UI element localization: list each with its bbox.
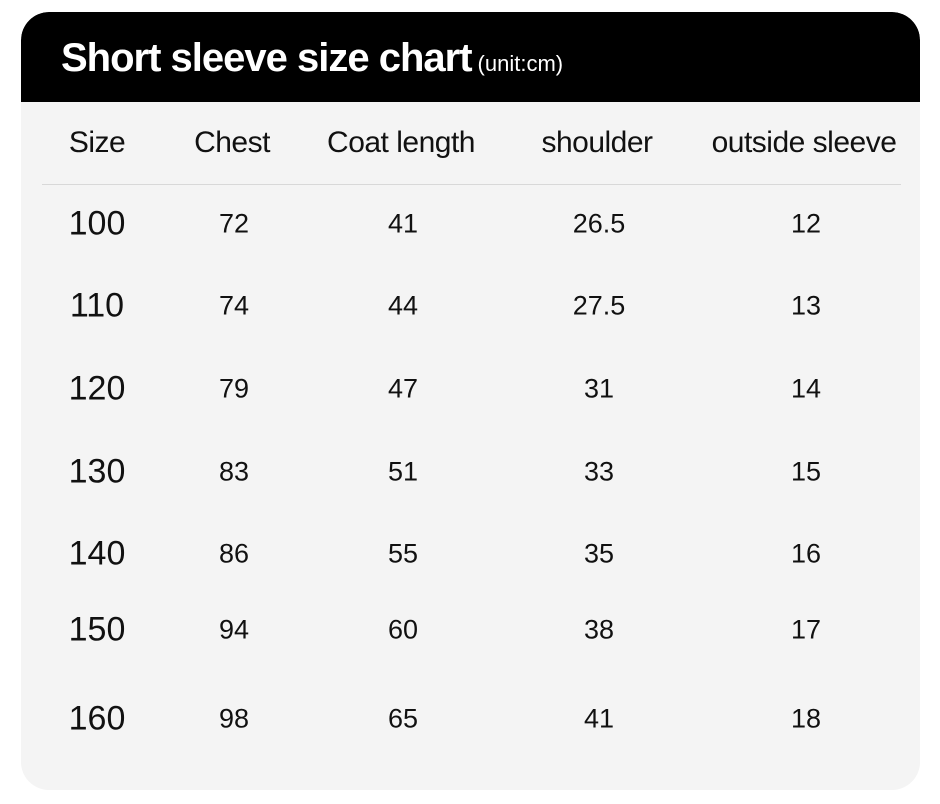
unit-label: (unit:cm) <box>477 51 564 76</box>
value-cell: 86 <box>218 538 250 569</box>
value-cell: 17 <box>790 614 822 645</box>
size-cell: 130 <box>68 452 126 491</box>
chart-header: Short sleeve size chart (unit:cm) <box>21 12 920 102</box>
value-cell: 51 <box>387 456 419 487</box>
value-cell: 60 <box>387 614 419 645</box>
size-chart-card: Short sleeve size chart (unit:cm) Size Che… <box>21 12 920 790</box>
size-cell: 150 <box>68 610 126 649</box>
value-cell: 26.5 <box>572 208 626 239</box>
column-header: shoulder <box>541 126 653 159</box>
title-text: Short sleeve size chart <box>61 36 473 80</box>
value-cell: 27.5 <box>572 290 626 321</box>
size-cell: 100 <box>68 204 126 243</box>
value-cell: 15 <box>790 456 822 487</box>
value-cell: 12 <box>790 208 822 239</box>
size-cell: 120 <box>68 369 126 408</box>
value-cell: 79 <box>218 373 250 404</box>
value-cell: 18 <box>790 703 822 734</box>
size-cell: 140 <box>68 534 126 573</box>
value-cell: 55 <box>387 538 419 569</box>
value-cell: 38 <box>583 614 615 645</box>
value-cell: 94 <box>218 614 250 645</box>
value-cell: 31 <box>583 373 615 404</box>
value-cell: 16 <box>790 538 822 569</box>
value-cell: 83 <box>218 456 250 487</box>
column-header: Chest <box>194 126 270 159</box>
value-cell: 72 <box>218 208 250 239</box>
header-divider <box>42 184 901 185</box>
value-cell: 65 <box>387 703 419 734</box>
value-cell: 98 <box>218 703 250 734</box>
size-cell: 160 <box>68 699 126 738</box>
value-cell: 47 <box>387 373 419 404</box>
column-header: Size <box>68 126 126 159</box>
value-cell: 44 <box>387 290 419 321</box>
chart-title: Short sleeve size chart (unit:cm) <box>61 36 563 81</box>
value-cell: 74 <box>218 290 250 321</box>
value-cell: 41 <box>387 208 419 239</box>
size-cell: 110 <box>69 286 125 325</box>
value-cell: 35 <box>583 538 615 569</box>
value-cell: 33 <box>583 456 615 487</box>
column-header: outside sleeve <box>711 126 897 159</box>
value-cell: 13 <box>790 290 822 321</box>
value-cell: 14 <box>790 373 822 404</box>
column-header: Coat length <box>327 126 475 159</box>
value-cell: 41 <box>583 703 615 734</box>
